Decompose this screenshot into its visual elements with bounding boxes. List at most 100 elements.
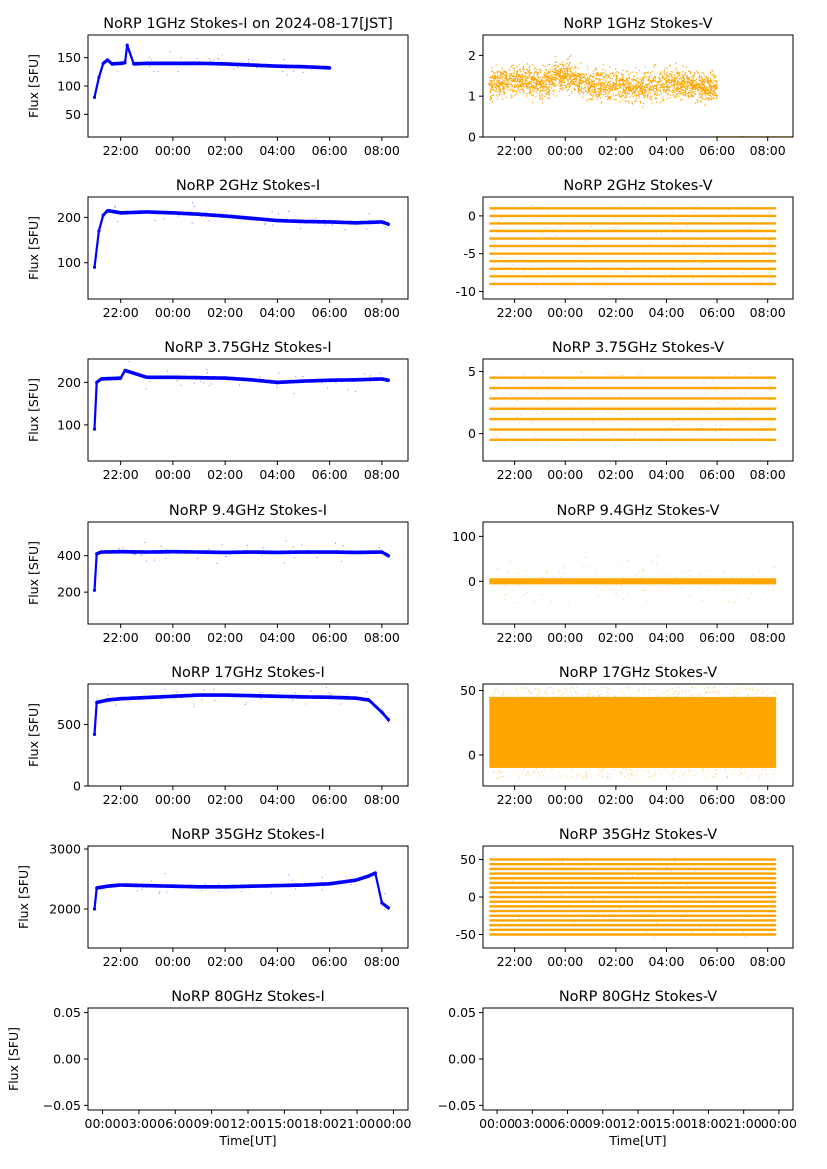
data-point bbox=[676, 84, 679, 86]
data-point bbox=[501, 256, 503, 258]
data-point bbox=[543, 775, 545, 777]
data-point bbox=[726, 776, 728, 778]
data-point bbox=[676, 80, 678, 83]
data-point bbox=[753, 694, 755, 696]
data-point bbox=[549, 76, 551, 78]
data-point bbox=[492, 580, 494, 582]
data-point bbox=[505, 72, 507, 74]
data-point bbox=[710, 412, 712, 414]
data-point bbox=[624, 695, 626, 697]
data-point bbox=[491, 80, 493, 82]
data-point bbox=[578, 90, 580, 92]
data-point bbox=[580, 402, 582, 404]
data-point bbox=[533, 74, 535, 76]
outlier-point bbox=[213, 377, 215, 379]
data-point bbox=[501, 694, 503, 696]
data-point bbox=[714, 773, 716, 775]
data-point bbox=[683, 243, 685, 245]
data-point bbox=[548, 89, 550, 91]
data-point bbox=[662, 85, 664, 88]
data-point bbox=[606, 83, 608, 85]
data-point bbox=[657, 555, 659, 557]
data-point bbox=[741, 420, 743, 422]
data-point bbox=[551, 77, 553, 80]
data-point bbox=[735, 695, 737, 697]
data-point bbox=[491, 79, 493, 82]
data-point bbox=[603, 76, 605, 78]
data-point bbox=[552, 93, 555, 95]
data-point bbox=[751, 403, 753, 405]
x-tick-label: 00:00 bbox=[155, 143, 191, 158]
outlier-point bbox=[315, 696, 317, 698]
data-point bbox=[669, 924, 671, 926]
data-point bbox=[660, 84, 662, 86]
data-point bbox=[625, 96, 627, 98]
data-point bbox=[653, 582, 655, 584]
data-point bbox=[626, 79, 629, 81]
data-point bbox=[683, 81, 686, 84]
data-point bbox=[567, 70, 569, 73]
data-point bbox=[532, 101, 534, 103]
data-point bbox=[560, 85, 562, 87]
data-point bbox=[568, 695, 570, 697]
stokes-i-series bbox=[93, 369, 389, 430]
data-point bbox=[687, 774, 689, 776]
data-point bbox=[690, 582, 692, 584]
data-point bbox=[559, 76, 561, 78]
data-point bbox=[493, 281, 495, 283]
data-point bbox=[517, 70, 519, 72]
data-point bbox=[642, 81, 644, 83]
data-point bbox=[569, 75, 572, 77]
outlier-point bbox=[167, 370, 169, 372]
outlier-point bbox=[272, 224, 274, 226]
outlier-point bbox=[374, 376, 376, 379]
x-tick-label: 02:00 bbox=[207, 792, 243, 807]
data-point bbox=[593, 582, 595, 584]
y-tick-label: -10 bbox=[456, 284, 476, 299]
data-point bbox=[700, 88, 703, 90]
data-point bbox=[560, 775, 562, 777]
data-point bbox=[713, 79, 716, 81]
data-point bbox=[551, 70, 554, 73]
data-point bbox=[354, 696, 358, 700]
data-point bbox=[622, 576, 624, 578]
data-point bbox=[634, 91, 637, 93]
data-point bbox=[583, 435, 585, 437]
data-point bbox=[671, 688, 673, 690]
data-point bbox=[531, 79, 534, 81]
outlier-point bbox=[210, 383, 213, 385]
data-point bbox=[613, 99, 616, 101]
data-point bbox=[637, 874, 639, 876]
data-point bbox=[624, 768, 626, 770]
data-point bbox=[619, 91, 622, 93]
data-point bbox=[669, 575, 671, 577]
data-point bbox=[654, 912, 656, 914]
data-point bbox=[634, 101, 636, 103]
data-point bbox=[719, 376, 721, 378]
data-point bbox=[599, 82, 601, 84]
data-point bbox=[656, 922, 658, 924]
data-point bbox=[92, 95, 97, 99]
data-point bbox=[644, 86, 646, 88]
data-point bbox=[578, 91, 580, 93]
data-point bbox=[507, 83, 510, 85]
data-point bbox=[597, 72, 599, 74]
data-point bbox=[618, 79, 620, 82]
data-point bbox=[105, 884, 110, 888]
data-point bbox=[606, 776, 608, 778]
data-point bbox=[542, 85, 544, 87]
data-point bbox=[550, 687, 552, 689]
data-point bbox=[633, 90, 635, 92]
data-point bbox=[506, 238, 508, 240]
data-point bbox=[513, 75, 515, 77]
data-point bbox=[586, 775, 588, 777]
data-point bbox=[666, 84, 669, 86]
data-point bbox=[547, 76, 549, 78]
data-point bbox=[197, 61, 201, 65]
data-point bbox=[504, 77, 506, 80]
data-point bbox=[499, 88, 501, 90]
data-point bbox=[119, 61, 123, 65]
data-point bbox=[674, 78, 676, 81]
data-point bbox=[690, 72, 692, 74]
data-point bbox=[742, 931, 744, 933]
